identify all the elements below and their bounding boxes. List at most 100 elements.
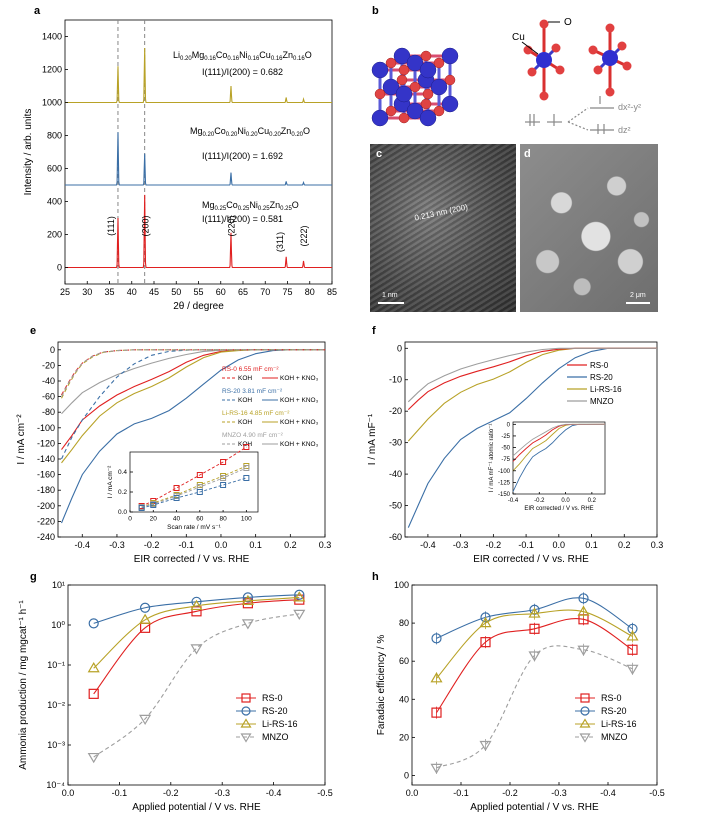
y-tick-label: -50 (389, 501, 402, 511)
x-tick-label: -0.4 (508, 498, 519, 504)
y-tick-label: 0 (404, 770, 409, 780)
cu-arrow (521, 41, 539, 55)
y-tick-label: 800 (47, 131, 62, 141)
inset-marker (243, 465, 250, 471)
inset-marker (173, 485, 180, 491)
y-tick-label: -25 (501, 434, 510, 440)
data-point-triangle-down (430, 763, 443, 775)
y-tick-label: -75 (501, 457, 510, 463)
panel-label-h: h (372, 571, 379, 583)
data-point-triangle (430, 672, 443, 683)
metal-atom (393, 47, 411, 65)
data-point-square (627, 644, 638, 655)
y-tick-label: -40 (389, 469, 402, 479)
oxygen-atom (444, 74, 456, 86)
inset-line-RS-20 (512, 423, 605, 492)
sem-image: 2 μm (520, 144, 658, 312)
legend-label: RS-0 (601, 693, 622, 703)
inset-f-frame (512, 421, 606, 495)
x-tick-label: -0.3 (551, 788, 567, 798)
data-point-square (431, 707, 442, 718)
metal-atom (382, 78, 400, 96)
x-tick-label: 0.0 (62, 788, 75, 798)
x-tick-label: 0.1 (585, 540, 598, 550)
orbital-diagram (525, 96, 614, 134)
y-tick-label: 0 (397, 343, 402, 353)
data-point-triangle-down (87, 752, 100, 764)
x-tick-label: -0.1 (112, 788, 128, 798)
legend-label: RS-20 (601, 706, 627, 716)
oxygen-atom (422, 88, 434, 100)
data-point-triangle-down (626, 664, 639, 675)
legend-koh: KOH (238, 397, 252, 404)
y-tick-label: -60 (389, 532, 402, 542)
data-point-square (580, 693, 590, 703)
y-axis-label: Faradaic efficiency / % (376, 635, 387, 736)
orbital-dz2: dz² (618, 125, 631, 135)
legend-koh: KOH (238, 419, 252, 426)
x-tick-label: -0.3 (453, 540, 469, 550)
x-tick-label: 0.0 (553, 540, 566, 550)
series-line-RS-0 KOH (61, 349, 325, 396)
y-tick-label: 1400 (42, 32, 62, 42)
oxygen-atom (398, 112, 410, 124)
hkl-label: (222) (299, 225, 309, 246)
data-point-circle (578, 593, 589, 604)
legend-label: Li-RS-16 (262, 719, 298, 729)
formula-rs0: Mg0.25Co0.25Ni0.25Zn0.25O (202, 200, 299, 212)
data-point-square (529, 623, 540, 634)
x-tick-label: -0.4 (600, 788, 616, 798)
y-tick-label: 10⁻¹ (47, 660, 65, 670)
legend-knoh: KOH + KNO₃ (280, 375, 319, 382)
y-axis-label: I / mA cm⁻² (16, 414, 27, 465)
x-tick-label: -0.2 (163, 788, 179, 798)
series-line-Li-RS-16 (93, 596, 300, 669)
x-tick-label: -0.5 (317, 788, 333, 798)
y-tick-label: 10⁰ (51, 620, 65, 630)
y-tick-label: 0.0 (118, 509, 127, 516)
data-point-triangle (479, 616, 492, 628)
y-tick-label: -80 (42, 407, 55, 417)
x-tick-label: -0.4 (266, 788, 282, 798)
x-tick-label: -0.1 (518, 540, 534, 550)
x-tick-label: -0.5 (649, 788, 665, 798)
metal-atom (406, 102, 424, 120)
octahedron-2 (588, 23, 632, 97)
y-tick-label: -100 (498, 469, 511, 475)
y-tick-label: 10⁻⁴ (46, 780, 65, 790)
x-tick-label: 0.2 (618, 540, 631, 550)
x-tick-label: 0.2 (588, 498, 597, 504)
data-point-circle (241, 706, 251, 716)
data-point-circle (580, 706, 590, 716)
y-tick-label: -240 (37, 532, 55, 542)
x-axis-label: EIR corrected / V vs. RHE (473, 554, 589, 565)
oxygen-atom (409, 81, 421, 93)
legend-label: MNZO (262, 732, 289, 742)
metal-atom (441, 47, 459, 65)
data-point-square (480, 637, 491, 648)
inset-line-RS-0 (512, 423, 606, 462)
data-point-triangle (579, 718, 591, 728)
panel-label-b: b (372, 5, 379, 17)
inset-marker (196, 472, 203, 478)
x-axis-label: Applied potential / V vs. RHE (132, 802, 261, 813)
y-tick-label: -140 (37, 454, 55, 464)
y-tick-label: -60 (42, 392, 55, 402)
xrd-trace-RS-20 (65, 132, 332, 186)
y-axis-label: Intensity / arb. units (23, 109, 34, 196)
x-tick-label: 65 (238, 287, 248, 297)
data-point-circle (242, 592, 253, 603)
data-point-triangle (139, 613, 152, 624)
y-tick-label: -10 (389, 375, 402, 385)
oxygen-atom (398, 64, 410, 76)
inset-e-frame (129, 451, 259, 513)
x-tick-label: 55 (193, 287, 203, 297)
cu-label: Cu (512, 32, 525, 43)
legend-label: Li-RS-16 (590, 385, 622, 394)
legend-title: Li-RS-16 4.85 mF cm⁻² (222, 410, 290, 417)
y-tick-label: -160 (37, 470, 55, 480)
y-axis-label: Ammonia production / mg mgcat⁻¹ h⁻¹ (18, 600, 29, 770)
x-tick-label: 20 (150, 516, 158, 523)
chart-h-frame (411, 584, 658, 786)
x-tick-label: 25 (60, 287, 70, 297)
